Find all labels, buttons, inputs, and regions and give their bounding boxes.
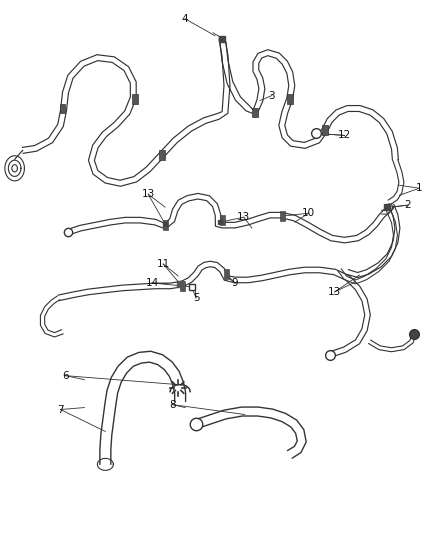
Text: 13: 13 — [237, 212, 251, 222]
Text: 9: 9 — [232, 278, 238, 288]
Text: 3: 3 — [268, 91, 275, 101]
Text: 2: 2 — [404, 200, 411, 210]
Bar — [252, 108, 258, 117]
Text: 11: 11 — [156, 259, 170, 269]
Text: 4: 4 — [182, 14, 188, 24]
Text: 13: 13 — [328, 287, 341, 297]
Bar — [287, 94, 293, 103]
Bar — [159, 150, 165, 160]
Text: 1: 1 — [416, 183, 423, 193]
Text: 6: 6 — [62, 370, 69, 381]
Text: 8: 8 — [169, 400, 176, 409]
Text: 5: 5 — [193, 293, 199, 303]
Bar — [220, 215, 225, 225]
Bar — [163, 220, 168, 230]
Bar — [180, 281, 185, 291]
Text: 7: 7 — [57, 405, 64, 415]
Text: 13: 13 — [141, 189, 155, 199]
Text: 12: 12 — [338, 131, 351, 140]
Bar — [280, 211, 285, 221]
Bar — [321, 125, 328, 135]
Text: 14: 14 — [145, 278, 159, 288]
Bar — [132, 94, 138, 103]
Text: 10: 10 — [302, 208, 315, 218]
Bar — [60, 103, 66, 114]
Bar — [224, 269, 229, 279]
